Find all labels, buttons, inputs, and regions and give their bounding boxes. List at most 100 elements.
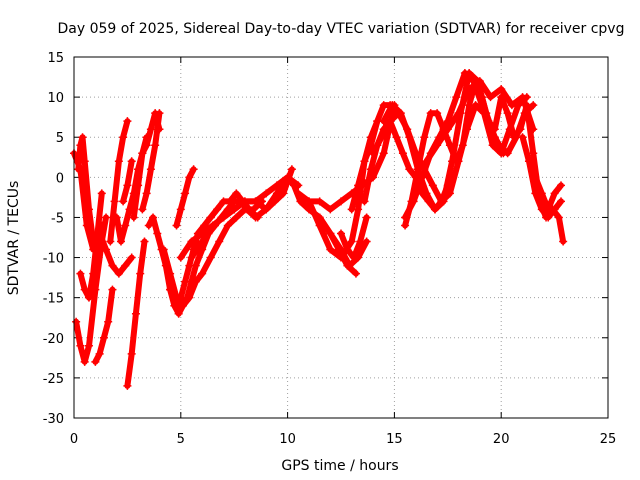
- data-point: [294, 181, 303, 190]
- data-point: [262, 205, 271, 214]
- data-point: [270, 197, 279, 206]
- data-point: [420, 133, 429, 142]
- data-point: [369, 149, 378, 158]
- data-point: [490, 125, 499, 134]
- data-point: [454, 109, 463, 118]
- data-point: [151, 141, 160, 150]
- data-point: [337, 229, 345, 238]
- series-sat-track-21: [337, 213, 371, 262]
- x-tick-label: 15: [386, 432, 403, 447]
- data-point: [407, 197, 416, 206]
- y-tick-label: -30: [43, 412, 64, 427]
- data-point: [185, 173, 194, 182]
- data-point: [503, 149, 512, 158]
- chart-title: Day 059 of 2025, Sidereal Day-to-day VTE…: [58, 21, 625, 37]
- data-point: [80, 285, 89, 294]
- data-point: [401, 221, 410, 230]
- data-point: [544, 205, 553, 214]
- data-points: [70, 69, 568, 390]
- data-point: [185, 293, 194, 302]
- data-point: [262, 189, 271, 198]
- x-tick-label: 25: [600, 432, 617, 447]
- data-point: [422, 189, 431, 198]
- data-point: [465, 85, 474, 94]
- data-point: [76, 141, 85, 150]
- data-point: [343, 245, 352, 254]
- series-sat-track-30: [531, 173, 566, 214]
- data-point: [84, 341, 93, 350]
- data-point: [166, 269, 175, 278]
- data-point: [119, 133, 128, 142]
- data-point: [176, 205, 185, 214]
- series-sat-track-8: [123, 237, 149, 390]
- data-point: [460, 69, 469, 78]
- data-point: [360, 157, 369, 166]
- data-point: [146, 125, 155, 134]
- series-sat-track-29: [518, 133, 566, 222]
- data-point: [537, 189, 546, 198]
- data-point: [315, 213, 324, 222]
- data-point: [198, 269, 207, 278]
- data-point: [131, 309, 140, 318]
- data-point: [477, 93, 486, 102]
- data-point: [95, 349, 104, 358]
- data-point: [405, 165, 414, 174]
- data-point: [121, 261, 130, 270]
- series-sat-track-2: [72, 213, 111, 366]
- data-point: [531, 173, 540, 182]
- data-point: [287, 165, 296, 174]
- data-point: [430, 205, 439, 214]
- data-point: [127, 157, 136, 166]
- data-point: [443, 125, 452, 134]
- data-point: [176, 253, 185, 262]
- data-point: [232, 189, 241, 198]
- data-point: [326, 245, 335, 254]
- data-point: [315, 197, 324, 206]
- data-point: [146, 165, 155, 174]
- data-point: [362, 213, 371, 222]
- data-point: [497, 85, 506, 94]
- y-tick-label: -10: [43, 252, 64, 267]
- data-point: [524, 157, 533, 166]
- data-point: [84, 205, 93, 214]
- data-point: [232, 213, 241, 222]
- data-point: [379, 149, 388, 158]
- series-sat-track-9: [119, 157, 136, 206]
- data-point: [121, 221, 130, 230]
- data-point: [134, 181, 143, 190]
- data-point: [452, 93, 461, 102]
- data-point: [213, 205, 222, 214]
- data-point: [215, 237, 224, 246]
- data-point: [439, 197, 448, 206]
- data-point: [191, 277, 200, 286]
- data-point: [559, 237, 568, 246]
- data-point: [84, 293, 93, 302]
- series-sat-track-11: [138, 109, 164, 214]
- data-point: [185, 261, 194, 270]
- data-point: [108, 261, 117, 270]
- data-point: [516, 125, 525, 134]
- data-point: [114, 157, 123, 166]
- data-point: [106, 237, 115, 246]
- data-point: [484, 117, 493, 126]
- data-point: [377, 133, 386, 142]
- series-sat-track-28: [422, 77, 538, 166]
- data-point: [413, 165, 422, 174]
- data-point: [554, 213, 563, 222]
- data-point: [127, 253, 136, 262]
- data-point: [326, 205, 335, 214]
- data-point: [405, 133, 414, 142]
- data-point: [529, 125, 538, 134]
- data-point: [138, 149, 147, 158]
- data-point: [78, 133, 87, 142]
- data-point: [76, 269, 85, 278]
- series-sat-track-17: [187, 165, 296, 262]
- data-point: [345, 261, 354, 270]
- data-point: [136, 269, 145, 278]
- data-point: [181, 277, 190, 286]
- data-point: [159, 245, 168, 254]
- data-point: [176, 293, 185, 302]
- data-point: [433, 109, 442, 118]
- data-point: [253, 213, 262, 222]
- data-point: [518, 133, 527, 142]
